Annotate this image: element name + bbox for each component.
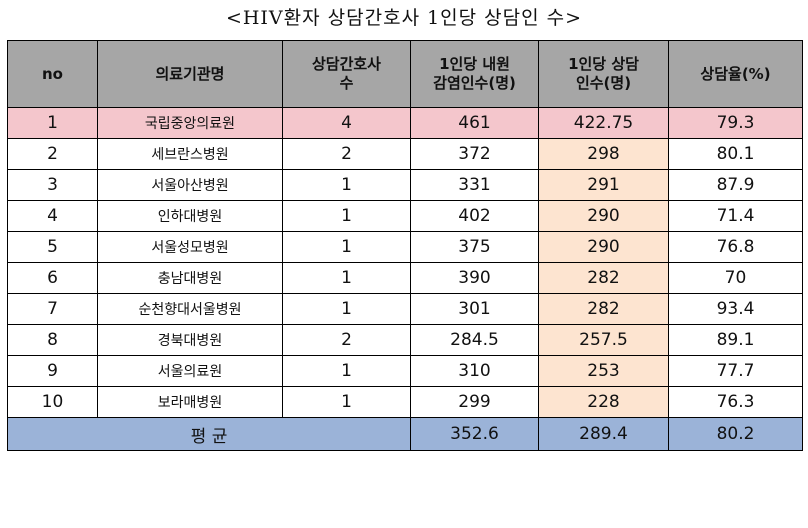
table-row: 9 서울의료원 1 310 253 77.7 [7,355,803,387]
cell-patients: 390 [410,262,539,294]
cell-no: 3 [7,169,98,201]
header-patients-line1: 1인당 내원 [439,55,510,73]
header-counsel-line1: 1인당 상담 [568,55,639,73]
cell-nurses: 1 [282,355,411,387]
cell-institution: 세브란스병원 [97,138,283,170]
cell-patients: 372 [410,138,539,170]
cell-nurses: 1 [282,293,411,325]
cell-rate: 76.8 [668,231,803,263]
cell-nurses: 1 [282,386,411,418]
header-rate: 상담율(%) [668,40,803,108]
table-title: <HIV환자 상담간호사 1인당 상담인 수> [225,7,583,29]
cell-no: 2 [7,138,98,170]
cell-rate: 79.3 [668,107,803,139]
header-counsel-line2: 인수(명) [575,74,632,92]
cell-counsel: 291 [538,169,669,201]
cell-rate: 70 [668,262,803,294]
cell-patients: 461 [410,107,539,139]
average-counsel: 289.4 [538,417,669,451]
cell-nurses: 4 [282,107,411,139]
cell-institution: 충남대병원 [97,262,283,294]
header-counsel: 1인당 상담 인수(명) [538,40,669,108]
cell-nurses: 1 [282,231,411,263]
cell-no: 5 [7,231,98,263]
cell-patients: 402 [410,200,539,232]
cell-no: 9 [7,355,98,387]
counseling-table: no 의료기관명 상담간호사 수 1인당 내원 감염인수(명) 1인당 상담 인… [7,40,803,451]
average-label: 평 균 [7,417,411,451]
cell-counsel: 298 [538,138,669,170]
cell-institution: 인하대병원 [97,200,283,232]
cell-patients: 331 [410,169,539,201]
table-row: 5 서울성모병원 1 375 290 76.8 [7,231,803,263]
header-nurses-line1: 상담간호사 [311,55,381,73]
cell-no: 10 [7,386,98,418]
cell-counsel: 290 [538,231,669,263]
table-row: 3 서울아산병원 1 331 291 87.9 [7,169,803,201]
cell-patients: 299 [410,386,539,418]
cell-nurses: 1 [282,169,411,201]
cell-no: 7 [7,293,98,325]
cell-rate: 80.1 [668,138,803,170]
header-institution: 의료기관명 [97,40,283,108]
table-row: 7 순천향대서울병원 1 301 282 93.4 [7,293,803,325]
cell-institution: 서울의료원 [97,355,283,387]
cell-no: 1 [7,107,98,139]
cell-institution: 서울성모병원 [97,231,283,263]
header-patients: 1인당 내원 감염인수(명) [410,40,539,108]
table-row: 2 세브란스병원 2 372 298 80.1 [7,138,803,170]
table-row: 8 경북대병원 2 284.5 257.5 89.1 [7,324,803,356]
cell-rate: 71.4 [668,200,803,232]
cell-counsel: 282 [538,262,669,294]
cell-rate: 76.3 [668,386,803,418]
cell-no: 4 [7,200,98,232]
cell-patients: 375 [410,231,539,263]
header-row: no 의료기관명 상담간호사 수 1인당 내원 감염인수(명) 1인당 상담 인… [7,40,803,108]
table-row: 6 충남대병원 1 390 282 70 [7,262,803,294]
cell-institution: 서울아산병원 [97,169,283,201]
cell-no: 8 [7,324,98,356]
cell-rate: 87.9 [668,169,803,201]
table-row: 4 인하대병원 1 402 290 71.4 [7,200,803,232]
cell-nurses: 1 [282,200,411,232]
cell-rate: 77.7 [668,355,803,387]
cell-counsel: 257.5 [538,324,669,356]
cell-counsel: 282 [538,293,669,325]
cell-institution: 보라매병원 [97,386,283,418]
cell-rate: 89.1 [668,324,803,356]
cell-patients: 284.5 [410,324,539,356]
cell-counsel: 290 [538,200,669,232]
table-row: 10 보라매병원 1 299 228 76.3 [7,386,803,418]
cell-patients: 310 [410,355,539,387]
header-nurses: 상담간호사 수 [282,40,411,108]
header-nurses-line2: 수 [339,74,354,92]
header-no: no [7,40,98,108]
cell-institution: 국립중앙의료원 [97,107,283,139]
average-patients: 352.6 [410,417,539,451]
header-patients-line2: 감염인수(명) [433,74,516,92]
cell-nurses: 1 [282,262,411,294]
average-rate: 80.2 [668,417,803,451]
cell-counsel: 422.75 [538,107,669,139]
cell-counsel: 228 [538,386,669,418]
cell-institution: 순천향대서울병원 [97,293,283,325]
cell-patients: 301 [410,293,539,325]
average-row: 평 균 352.6 289.4 80.2 [7,417,803,451]
cell-nurses: 2 [282,138,411,170]
cell-institution: 경북대병원 [97,324,283,356]
table-row: 1 국립중앙의료원 4 461 422.75 79.3 [7,107,803,139]
cell-no: 6 [7,262,98,294]
cell-nurses: 2 [282,324,411,356]
cell-counsel: 253 [538,355,669,387]
cell-rate: 93.4 [668,293,803,325]
